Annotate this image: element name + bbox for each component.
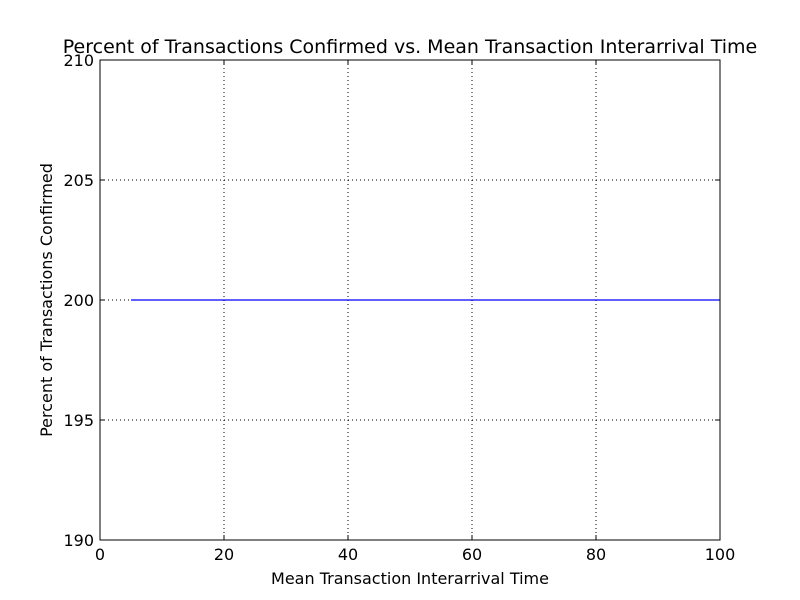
x-tick-label: 80	[586, 545, 606, 564]
tick-labels: 0 20 40 60 80 100 190 195 200 205 210	[63, 51, 735, 564]
x-axis-label: Mean Transaction Interarrival Time	[271, 569, 549, 588]
chart-title: Percent of Transactions Confirmed vs. Me…	[63, 36, 757, 58]
y-tick-label: 205	[63, 171, 94, 190]
y-tick-label: 210	[63, 51, 94, 70]
y-axis-label: Percent of Transactions Confirmed	[37, 163, 56, 437]
y-tick-label: 190	[63, 531, 94, 550]
plot-frame	[99, 59, 721, 541]
x-tick-label: 0	[95, 545, 105, 564]
x-tick-label: 20	[214, 545, 234, 564]
x-tick-label: 100	[705, 545, 736, 564]
y-tick-label: 200	[63, 291, 94, 310]
y-tick-label: 195	[63, 411, 94, 430]
x-tick-label: 40	[338, 545, 358, 564]
x-tick-label: 60	[462, 545, 482, 564]
